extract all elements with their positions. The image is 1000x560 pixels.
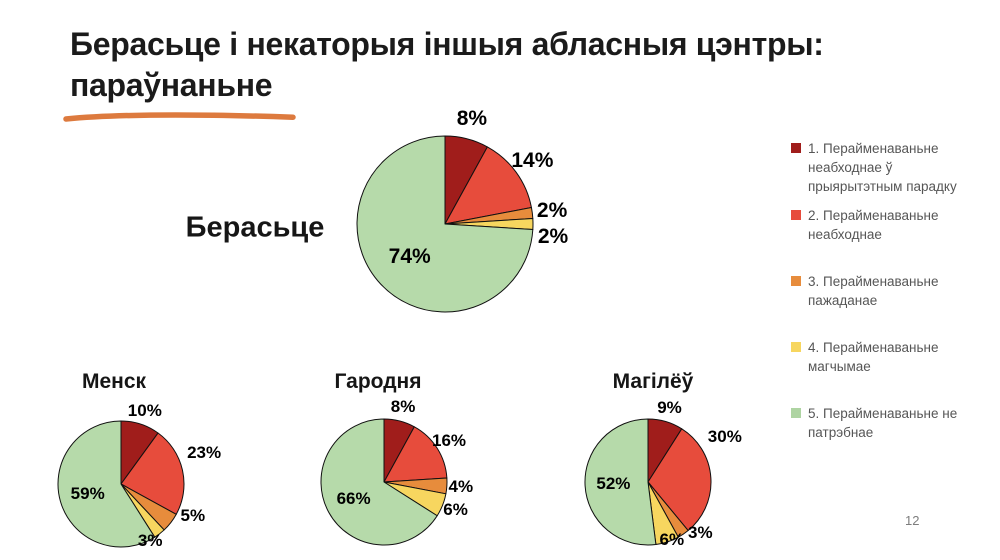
legend-swatch bbox=[791, 342, 801, 352]
pie-graphic-mahiliou bbox=[584, 418, 712, 546]
pie-chart-title: Магілёў bbox=[612, 370, 694, 393]
page-number: 12 bbox=[905, 513, 920, 528]
pie-slice-2 bbox=[647, 428, 712, 532]
pie-slice-label: 9% bbox=[657, 398, 682, 418]
pie-slice-2 bbox=[444, 146, 532, 225]
legend-label: 5. Перайменаваньне не патрэбнае bbox=[808, 406, 958, 440]
pie-slice-label: 30% bbox=[707, 427, 742, 447]
pie-slice-label: 3% bbox=[137, 531, 163, 550]
pie-chart-title: Гародня bbox=[334, 370, 422, 393]
pie-slice-label: 5% bbox=[180, 506, 206, 526]
legend-item: 3. Перайменаваньне пажаданае bbox=[791, 272, 983, 310]
pie-slice-5 bbox=[57, 420, 156, 548]
pie-slice-label: 74% bbox=[388, 245, 431, 269]
legend-swatch bbox=[791, 408, 801, 418]
pie-slice-label: 14% bbox=[511, 148, 554, 172]
pie-graphic-harodnia bbox=[320, 418, 448, 546]
legend-item: 2. Перайменаваньне неабходнае bbox=[791, 206, 983, 244]
chart-legend: 1. Перайменаваньне неабходнае ў прыярытэ… bbox=[791, 139, 983, 470]
legend-swatch bbox=[791, 143, 801, 153]
pie-slice-label: 23% bbox=[187, 443, 222, 463]
pie-slice-5 bbox=[320, 418, 438, 546]
pie-slice-label: 3% bbox=[688, 522, 713, 542]
slide-title-line1: Берасьце і некаторыя іншыя абласныя цэнт… bbox=[70, 26, 824, 62]
pie-slice-label: 8% bbox=[390, 397, 416, 417]
pie-graphic-berasce bbox=[356, 135, 534, 313]
pie-slice-label: 16% bbox=[431, 430, 467, 450]
pie-slice-label: 59% bbox=[70, 483, 105, 503]
pie-slice-label: 8% bbox=[456, 107, 488, 131]
slide-title-line2: параўнаньне bbox=[70, 67, 273, 103]
pie-chart-title: Менск bbox=[81, 370, 147, 393]
pie-slice-label: 10% bbox=[127, 400, 162, 420]
legend-item: 5. Перайменаваньне не патрэбнае bbox=[791, 404, 983, 442]
pie-slice-label: 2% bbox=[537, 224, 569, 248]
legend-label: 2. Перайменаваньне неабходнае bbox=[808, 208, 939, 242]
pie-graphic-mensk bbox=[57, 420, 185, 548]
pie-slice-5 bbox=[356, 135, 534, 313]
slide-title: Берасьце і некаторыя іншыя абласныя цэнт… bbox=[70, 24, 824, 106]
pie-slice-label: 4% bbox=[448, 476, 474, 496]
legend-item: 1. Перайменаваньне неабходнае ў прыярытэ… bbox=[791, 139, 983, 196]
legend-swatch bbox=[791, 210, 801, 220]
pie-slice-label: 6% bbox=[443, 500, 468, 520]
pie-slice-5 bbox=[584, 418, 657, 546]
pie-chart-title: Берасьце bbox=[185, 211, 325, 244]
legend-label: 1. Перайменаваньне неабходнае ў прыярытэ… bbox=[808, 141, 957, 194]
legend-item: 4. Перайменаваньне магчымае bbox=[791, 338, 983, 376]
title-underline-accent bbox=[63, 112, 296, 122]
legend-label: 3. Перайменаваньне пажаданае bbox=[808, 274, 939, 308]
pie-slice-2 bbox=[383, 426, 448, 483]
pie-slice-label: 2% bbox=[536, 198, 568, 222]
legend-swatch bbox=[791, 276, 801, 286]
legend-label: 4. Перайменаваньне магчымае bbox=[808, 340, 939, 374]
pie-slice-label: 6% bbox=[659, 530, 685, 549]
pie-slice-label: 66% bbox=[336, 488, 371, 508]
pie-slice-2 bbox=[120, 432, 185, 515]
pie-slice-label: 52% bbox=[596, 474, 631, 494]
